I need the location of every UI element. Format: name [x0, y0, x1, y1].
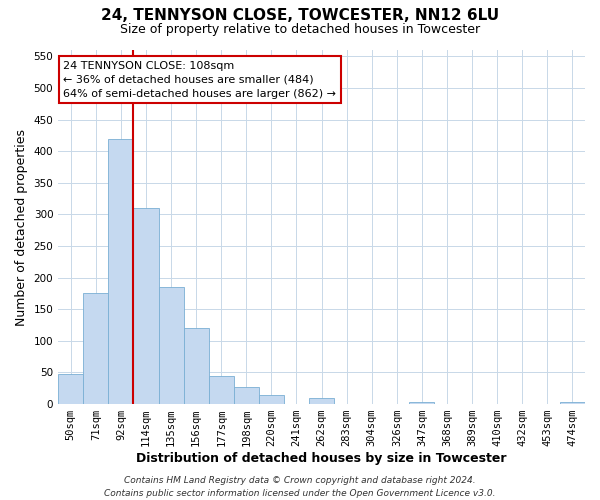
Text: 24, TENNYSON CLOSE, TOWCESTER, NN12 6LU: 24, TENNYSON CLOSE, TOWCESTER, NN12 6LU — [101, 8, 499, 22]
Bar — [309, 398, 334, 404]
Bar — [109, 138, 133, 404]
Bar — [184, 328, 209, 404]
X-axis label: Distribution of detached houses by size in Towcester: Distribution of detached houses by size … — [136, 452, 507, 465]
Bar — [259, 395, 284, 404]
Bar — [209, 376, 234, 404]
Text: Size of property relative to detached houses in Towcester: Size of property relative to detached ho… — [120, 22, 480, 36]
Bar — [409, 402, 434, 404]
Bar — [158, 287, 184, 404]
Bar — [58, 374, 83, 404]
Bar — [133, 208, 158, 404]
Bar — [234, 387, 259, 404]
Y-axis label: Number of detached properties: Number of detached properties — [15, 128, 28, 326]
Bar — [560, 402, 585, 404]
Text: Contains HM Land Registry data © Crown copyright and database right 2024.
Contai: Contains HM Land Registry data © Crown c… — [104, 476, 496, 498]
Bar — [83, 294, 109, 404]
Text: 24 TENNYSON CLOSE: 108sqm
← 36% of detached houses are smaller (484)
64% of semi: 24 TENNYSON CLOSE: 108sqm ← 36% of detac… — [64, 60, 337, 98]
